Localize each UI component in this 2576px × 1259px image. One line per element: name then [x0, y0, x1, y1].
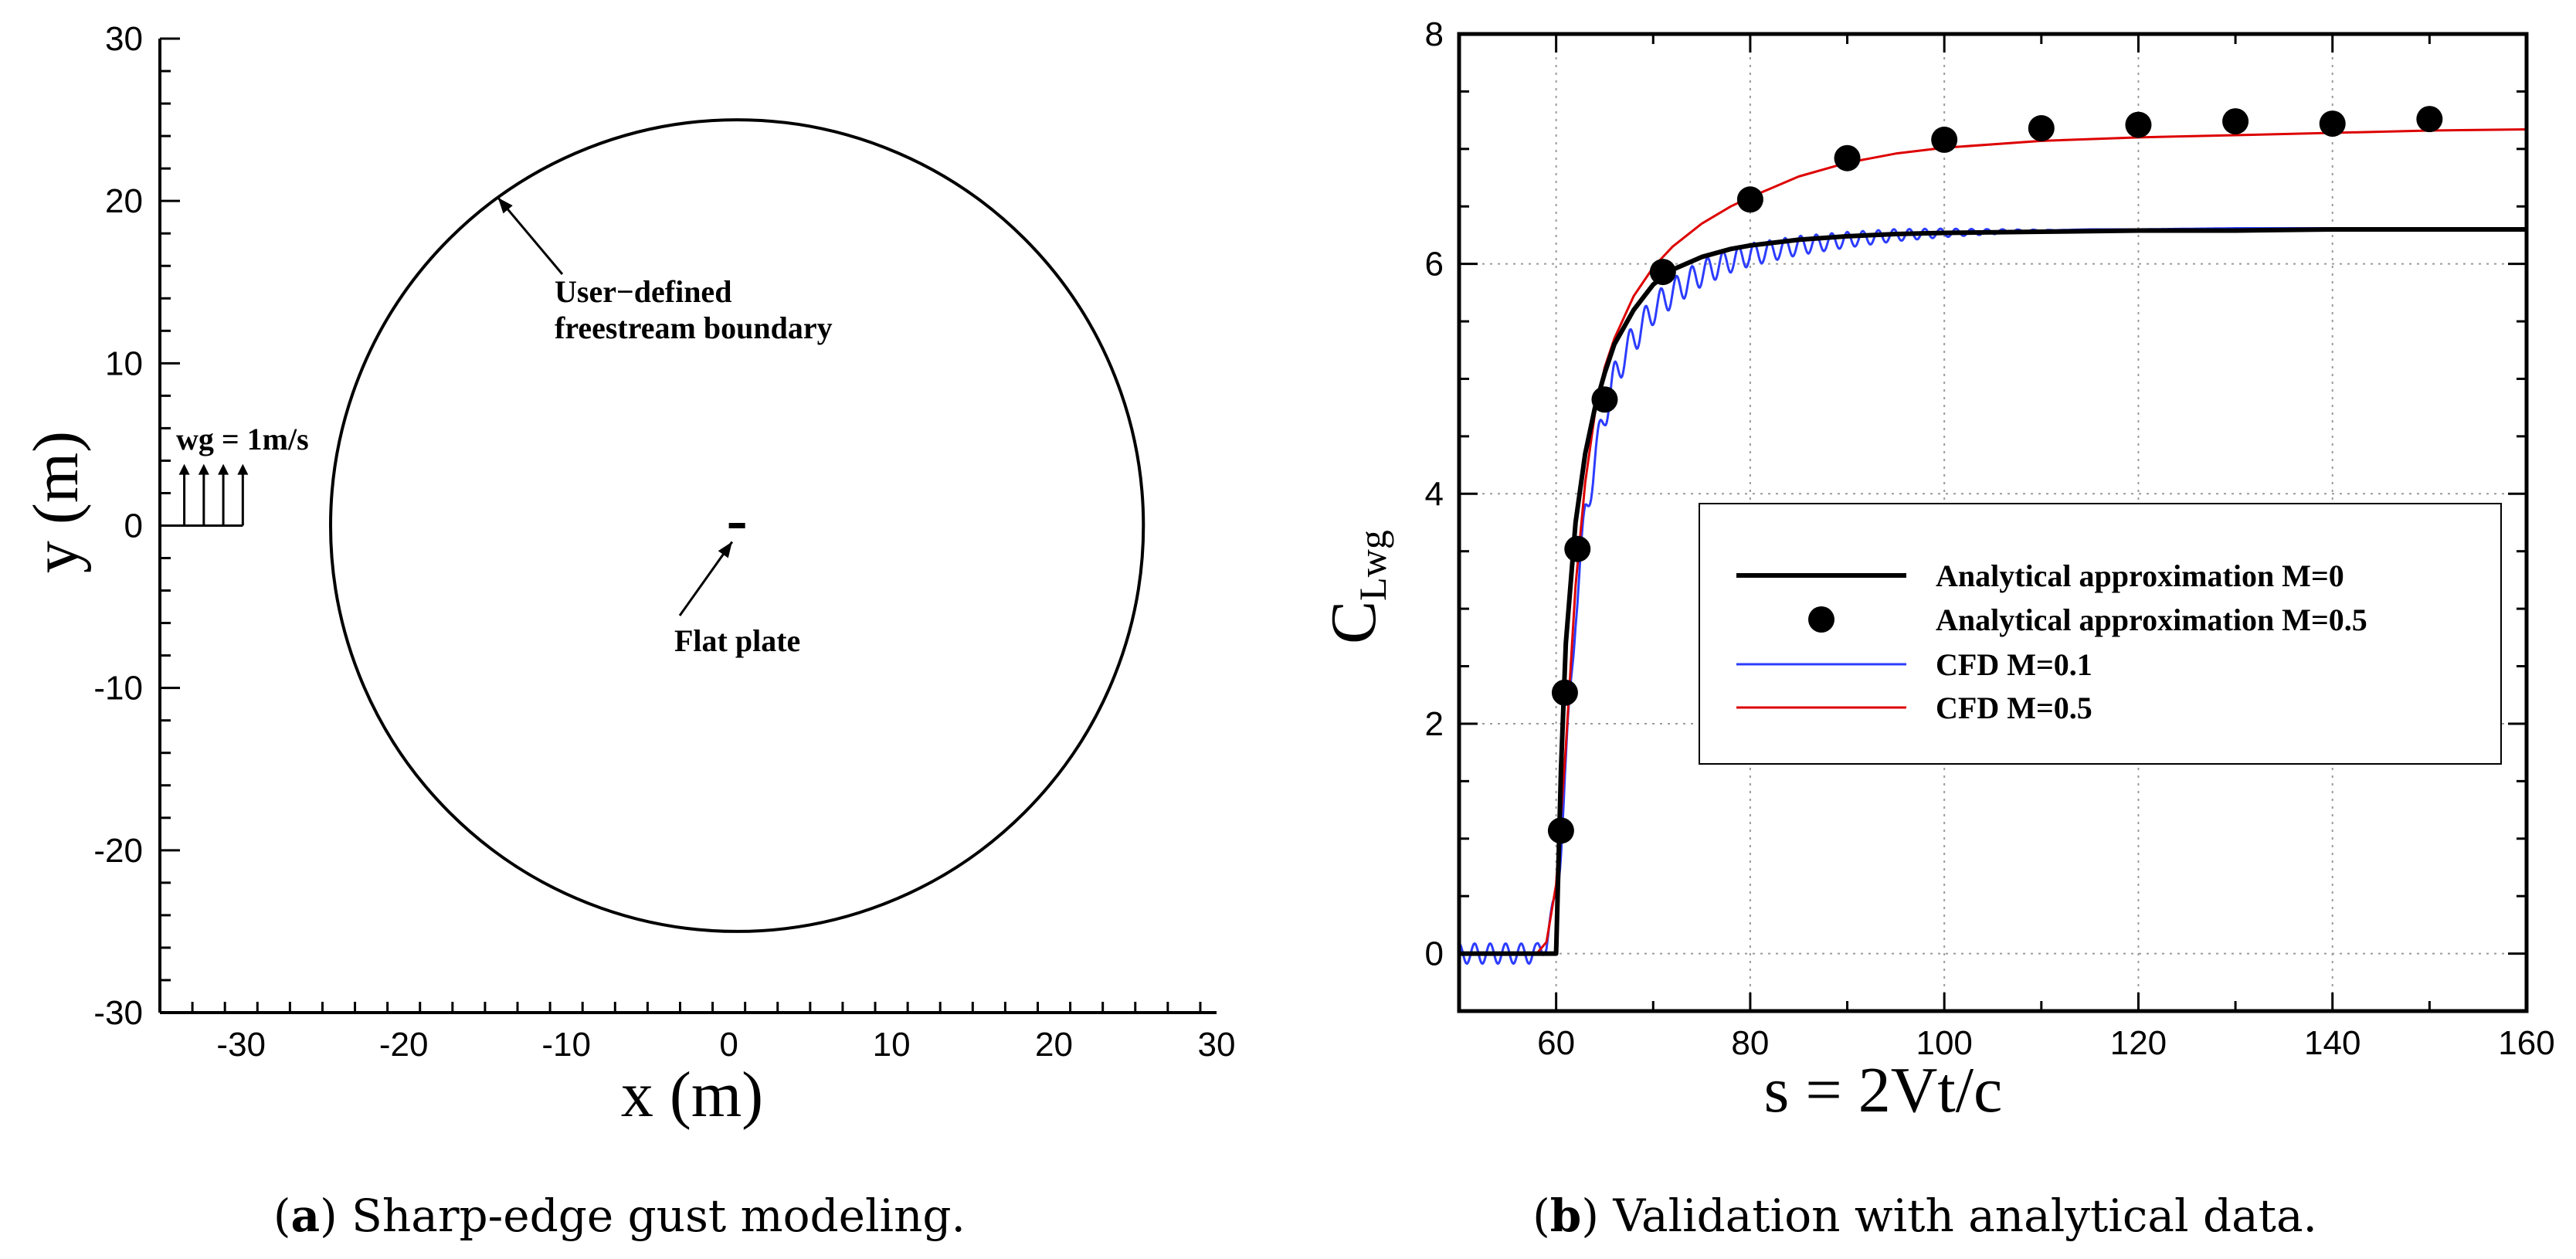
caption-b: (b) Validation with analytical data.: [1532, 1189, 2317, 1242]
gust-arrow-head: [178, 463, 190, 475]
y-tick-label: 6: [1425, 246, 1444, 283]
legend-label-cfd-m05: CFD M=0.5: [1936, 691, 2092, 725]
x-tick-label: -30: [216, 1026, 266, 1064]
x-tick-label: 30: [1198, 1026, 1236, 1064]
y-tick-label: 8: [1425, 15, 1444, 53]
panel-a-gust-modeling: -30 -20 -10 0 10 20 30 -30 -20 -10 0 10 20 30 User−de…: [20, 20, 1235, 1131]
x-tick-label: -20: [379, 1026, 429, 1064]
panel-b-series: [1458, 106, 2527, 965]
x-tick-label: -10: [541, 1026, 591, 1064]
legend: Analytical approximation M=0 Analytical …: [1699, 503, 2502, 765]
panel-a-x-axis-title: x (m): [621, 1059, 763, 1131]
annotation-arrow-head: [718, 541, 732, 558]
y-tick-label: -20: [93, 832, 143, 870]
data-point-analytical-approximation-m-0-5: [1564, 535, 1591, 562]
y-tick-label: 2: [1425, 705, 1444, 743]
series-line-cfd-m-0-5: [1459, 128, 2527, 955]
gust-arrow-head: [237, 463, 249, 475]
gust-annotation: wg = 1m/s: [176, 422, 309, 456]
caption-b-letter: b: [1550, 1189, 1582, 1242]
data-point-analytical-approximation-m-0-5: [2416, 106, 2443, 133]
x-tick-label: 140: [2304, 1024, 2360, 1062]
legend-swatch-analytical-m05: [1808, 606, 1834, 633]
y-axis-title-subscript: Lwg: [1351, 530, 1394, 601]
x-tick-label: 20: [1035, 1026, 1073, 1064]
boundary-annotation-arrow: [497, 196, 564, 275]
legend-box: [1699, 503, 2502, 765]
x-tick-label: 60: [1537, 1024, 1575, 1062]
x-tick-label: 160: [2498, 1024, 2554, 1062]
x-tick-label: 100: [1916, 1024, 1972, 1062]
data-point-analytical-approximation-m-0-5: [2319, 110, 2346, 137]
caption-b-text: Validation with analytical data.: [1612, 1189, 2317, 1242]
boundary-annotation-line2: freestream boundary: [555, 311, 833, 345]
y-tick-label: 10: [105, 344, 143, 382]
y-tick-label: 20: [105, 182, 143, 220]
x-tick-label: 120: [2110, 1024, 2167, 1062]
x-tick-label: 0: [719, 1026, 738, 1064]
data-point-analytical-approximation-m-0-5: [1591, 386, 1618, 413]
data-point-analytical-approximation-m-0-5: [2125, 111, 2152, 138]
caption-a-paren-close: ): [320, 1189, 351, 1242]
caption-a-letter: a: [290, 1189, 320, 1242]
series-line-analytical-approximation-m-0: [1459, 227, 2527, 956]
caption-a: (a) Sharp-edge gust modeling.: [273, 1189, 966, 1242]
gust-arrow-head: [198, 463, 209, 475]
data-point-analytical-approximation-m-0-5: [1551, 679, 1578, 706]
y-tick-label: 0: [124, 507, 143, 545]
y-tick-label: 0: [1425, 935, 1444, 973]
y-tick-label: 4: [1425, 475, 1444, 513]
data-point-analytical-approximation-m-0-5: [1649, 259, 1676, 286]
x-tick-label: 10: [873, 1026, 911, 1064]
panel-b-plot-frame: [1457, 32, 2529, 1013]
y-tick-label: 30: [105, 20, 143, 58]
data-point-analytical-approximation-m-0-5: [2222, 108, 2249, 135]
caption-a-paren-open: (: [273, 1189, 291, 1242]
y-tick-label: -30: [93, 994, 143, 1032]
panel-b-validation: 60 80 100 120 140 160 0 2 4 6 8 Analytical approxi…: [1318, 15, 2555, 1126]
data-point-analytical-approximation-m-0-5: [1736, 186, 1763, 213]
panel-b-y-axis-title: CLwg: [1318, 530, 1394, 644]
legend-label-analytical-m0: Analytical approximation M=0: [1936, 558, 2344, 593]
legend-label-cfd-m01: CFD M=0.1: [1936, 647, 2092, 682]
panel-a-y-axis-title: y (m): [20, 431, 92, 573]
panel-a-tick-labels: -30 -20 -10 0 10 20 30 -30 -20 -10 0 10 20 30: [93, 20, 1235, 1064]
caption-b-paren-open: (: [1532, 1189, 1550, 1242]
gust-arrows: [160, 463, 249, 527]
data-point-analytical-approximation-m-0-5: [1931, 126, 1958, 153]
legend-label-analytical-m05: Analytical approximation M=0.5: [1936, 602, 2367, 637]
caption-b-paren-close: ): [1581, 1189, 1613, 1242]
data-point-analytical-approximation-m-0-5: [1547, 817, 1574, 844]
gust-arrow-head: [218, 463, 229, 475]
annotation-arrow-head: [497, 197, 513, 214]
panel-b-tick-labels: 60 80 100 120 140 160 0 2 4 6 8: [1425, 15, 2555, 1062]
y-tick-label: -10: [93, 670, 143, 708]
boundary-annotation-line1: User−defined: [555, 274, 731, 309]
freestream-boundary-circle: [328, 118, 1145, 933]
plate-annotation: Flat plate: [674, 623, 800, 658]
y-axis-title-main: C: [1318, 601, 1390, 644]
data-point-analytical-approximation-m-0-5: [1834, 144, 1861, 171]
panel-a-ticks: [158, 37, 1202, 1014]
data-point-analytical-approximation-m-0-5: [2028, 115, 2055, 142]
caption-a-text: Sharp-edge gust modeling.: [351, 1189, 966, 1242]
panel-b-x-axis-title: s = 2Vt/c: [1764, 1054, 2003, 1126]
x-tick-label: 80: [1731, 1024, 1769, 1062]
